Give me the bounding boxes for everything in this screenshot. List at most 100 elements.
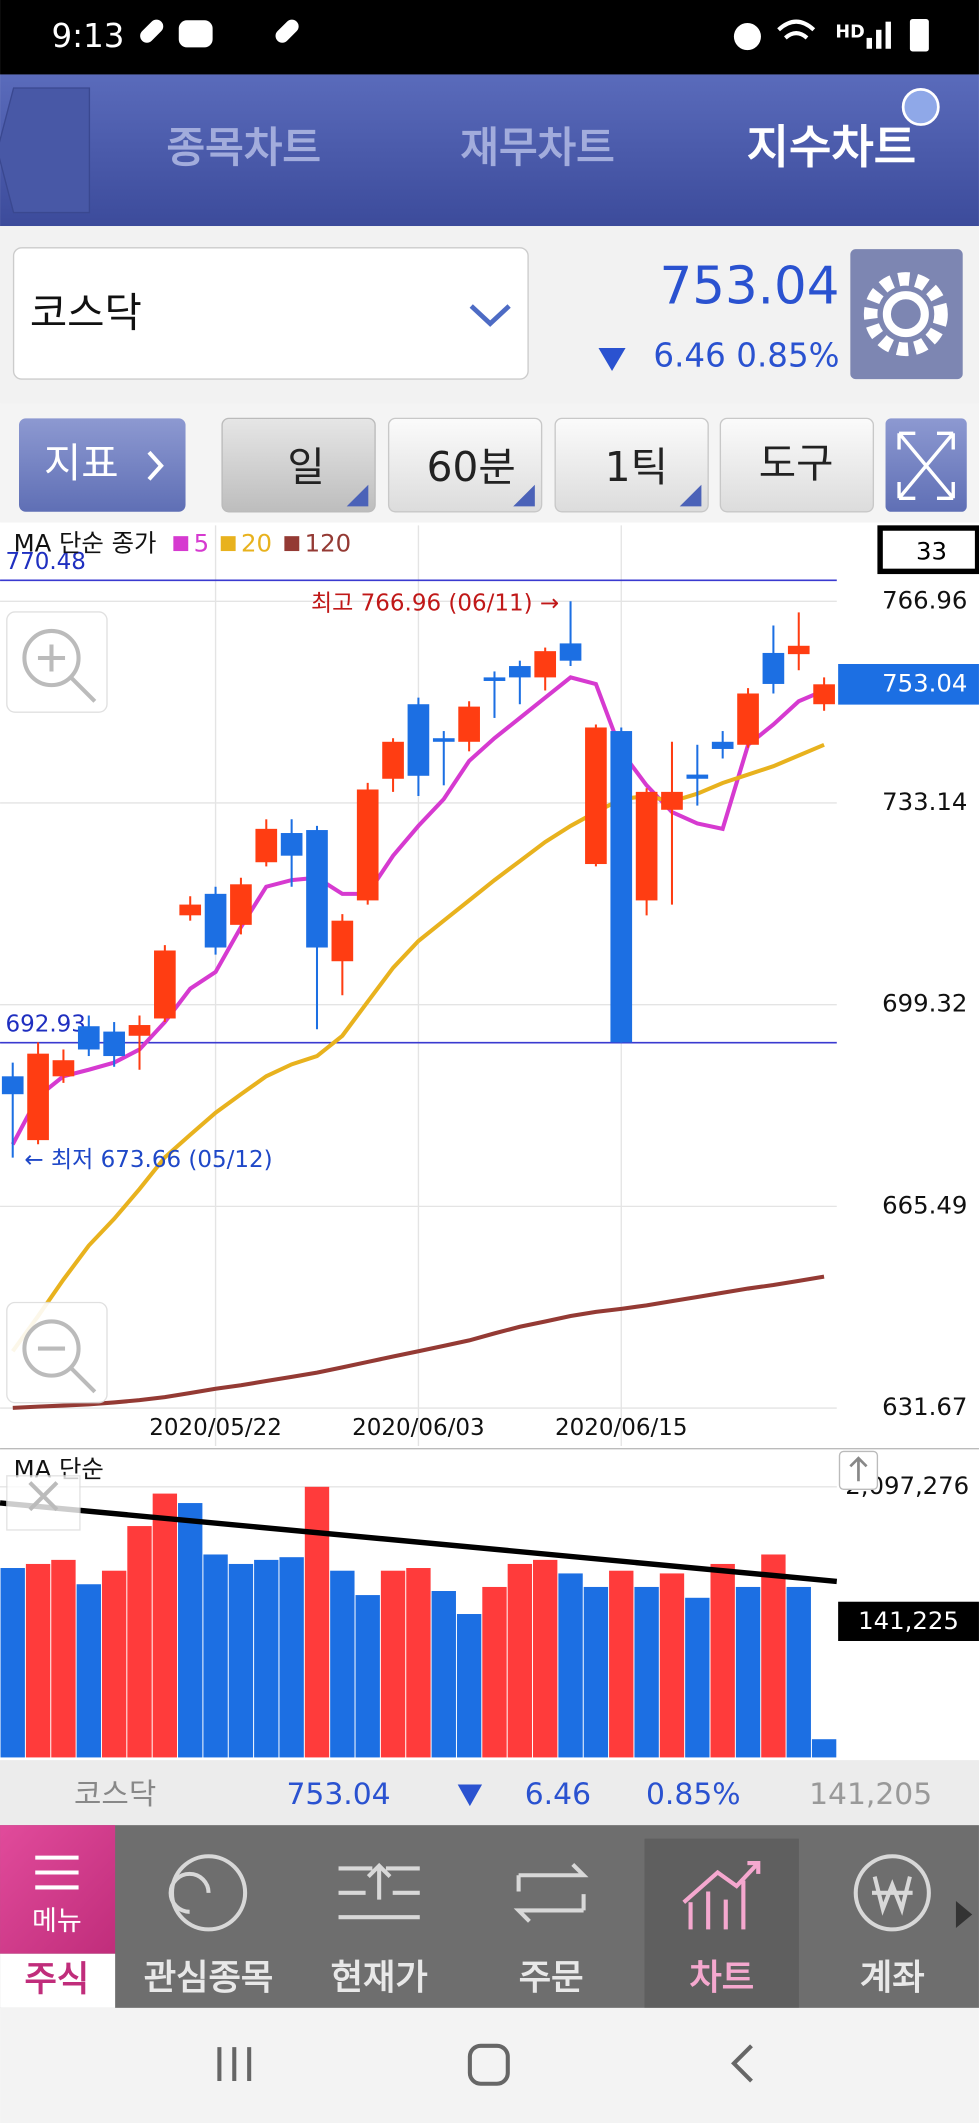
candle-body <box>179 904 202 916</box>
volume-tag <box>838 1601 979 1641</box>
last-price-label: 753.04 <box>882 668 967 697</box>
volume-bar <box>558 1573 583 1758</box>
quote-change: 6.46 <box>653 336 725 374</box>
max-annotation: 최고 766.96 (06/11) → <box>311 590 559 616</box>
nav-home[interactable] <box>467 2043 510 2086</box>
volume-bar <box>482 1586 507 1758</box>
legend-title: MA 단순 종가 <box>14 528 157 557</box>
candle-body <box>458 706 480 742</box>
volume-bar <box>178 1503 203 1758</box>
volume-bar <box>811 1739 837 1758</box>
symbol-select[interactable] <box>12 247 529 380</box>
scroll-up[interactable] <box>838 1450 879 1491</box>
tab-active[interactable]: 지수차트 <box>747 120 916 174</box>
volume-bar <box>609 1570 634 1758</box>
status-time: 9:13 <box>51 17 124 55</box>
candle-body <box>103 1031 125 1057</box>
zoom-in[interactable] <box>6 611 108 713</box>
candle-body <box>686 774 709 779</box>
legend-swatch <box>220 536 236 552</box>
last-price-tag <box>838 663 979 705</box>
legend-swatch <box>173 536 189 552</box>
menu-more[interactable] <box>955 1900 973 1929</box>
y-tick-label: 766.96 <box>882 585 967 614</box>
trend-line <box>0 1500 838 1585</box>
status-icons <box>140 18 929 52</box>
ticker-price: 753.04 <box>286 1777 390 1812</box>
ma-line <box>11 742 825 1353</box>
candle-body <box>382 741 404 779</box>
toolbar-label: 일 <box>287 443 324 491</box>
toolbar-label: 60분 <box>427 443 516 491</box>
volume-bar <box>533 1559 558 1758</box>
candle-body <box>306 830 328 948</box>
count-box <box>877 525 979 575</box>
volume-bar <box>279 1557 304 1758</box>
candle-body <box>154 950 176 1019</box>
nav-back[interactable] <box>731 2044 753 2083</box>
back-button[interactable] <box>0 87 91 214</box>
volume-bar <box>507 1563 533 1758</box>
candle-body <box>787 645 810 655</box>
plot: 631.67 665.49 699.32 733.14 766.96 2020/05/22… <box>0 525 969 1758</box>
down-triangle <box>598 347 626 371</box>
volume-bar <box>761 1554 786 1758</box>
y-tick-label: 631.67 <box>882 1392 967 1421</box>
volume-bar <box>634 1586 659 1758</box>
refresh-icon[interactable] <box>901 88 940 126</box>
legend-label: 20 <box>241 528 272 557</box>
x-tick-label: 2020/06/03 <box>352 1415 485 1441</box>
zoom-out[interactable] <box>6 1301 108 1404</box>
candle-body <box>77 1026 100 1050</box>
volume-bar <box>0 1568 25 1758</box>
candle-body <box>509 666 531 678</box>
chart-icon <box>682 1861 761 1930</box>
candle-body <box>432 738 455 742</box>
close-indicator[interactable] <box>6 1475 81 1531</box>
candle-body <box>230 884 252 925</box>
tab[interactable]: 재무차트 <box>460 123 614 172</box>
quote-change-pct: 0.85% <box>736 336 839 374</box>
volume-label: 141,225 <box>858 1606 959 1635</box>
ticker-change-pct: 0.85% <box>646 1777 741 1812</box>
toolbar-label: 1틱 <box>605 443 668 491</box>
ma-line <box>12 1274 825 1410</box>
count-label: 33 <box>916 536 947 565</box>
tab[interactable]: 종목차트 <box>167 123 321 172</box>
candle-body <box>52 1060 75 1077</box>
legend-label: 5 <box>194 528 210 557</box>
quote-price: 753.04 <box>660 257 840 317</box>
nav-recent[interactable] <box>217 2047 252 2082</box>
indicator-button[interactable] <box>19 418 186 512</box>
ma-line <box>10 675 825 1146</box>
menu-label: 메뉴 <box>32 1906 82 1937</box>
menu-item[interactable]: 주문 <box>519 1957 584 1998</box>
settings-button[interactable] <box>850 249 963 380</box>
menu-item-active[interactable]: 차트 <box>689 1957 754 1998</box>
expand-icon <box>897 431 955 500</box>
candle-body <box>280 833 303 856</box>
x-tick-label: 2020/06/15 <box>555 1415 688 1441</box>
menu-item[interactable]: 관심종목 <box>144 1957 274 1998</box>
candle-body <box>255 828 278 863</box>
candle-body <box>559 643 582 661</box>
period-button[interactable] <box>387 417 543 513</box>
candle-body <box>128 1025 151 1036</box>
period-button[interactable] <box>221 417 376 513</box>
period-button[interactable] <box>554 417 709 513</box>
volume-bar <box>101 1570 127 1758</box>
volume-bar <box>355 1595 380 1758</box>
candle-body <box>762 652 785 684</box>
dropdown-icon <box>469 304 511 327</box>
menu-item[interactable]: 주식 <box>25 1959 90 2000</box>
x-tick-label: 2020/05/22 <box>149 1415 282 1441</box>
candle-body <box>407 704 430 776</box>
candle-body <box>610 731 633 1043</box>
menu-item[interactable]: 계좌 <box>860 1957 925 1998</box>
corner-mark <box>346 484 369 507</box>
volume-bar <box>406 1568 431 1758</box>
menu-item[interactable]: 현재가 <box>331 1957 428 1998</box>
tool-button[interactable] <box>719 417 875 513</box>
